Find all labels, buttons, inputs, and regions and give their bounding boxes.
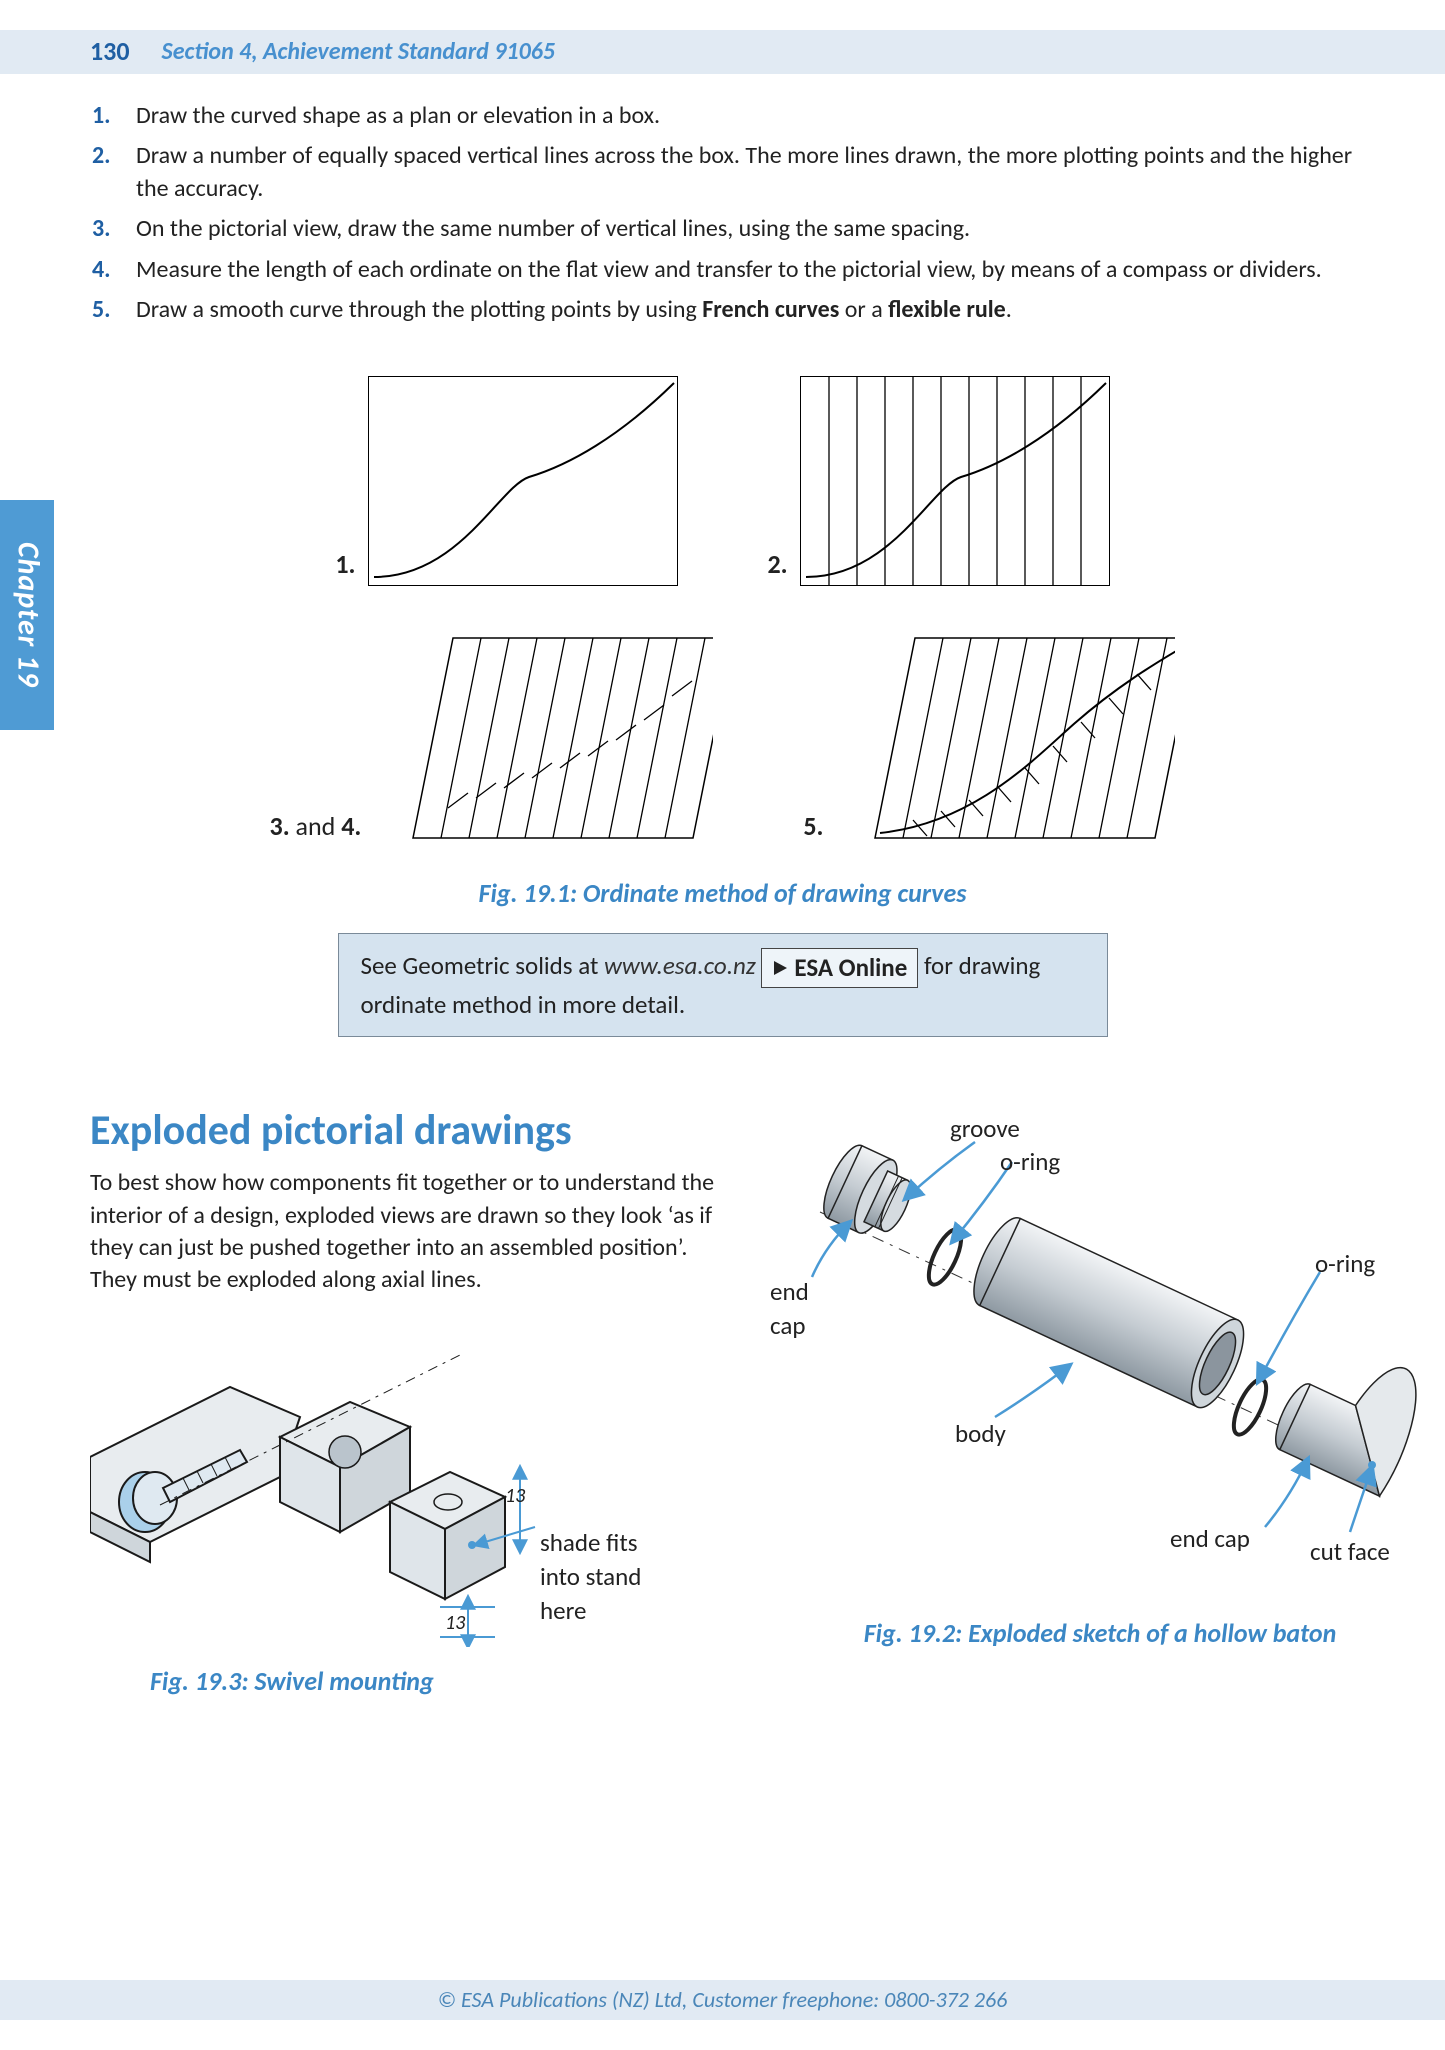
step-text: Draw a number of equally spaced vertical… xyxy=(136,141,1352,202)
infobox-text: See Geometric solids at xyxy=(361,950,605,981)
instruction-list: 1. Draw the curved shape as a plan or ele… xyxy=(90,100,1355,326)
list-item: 2.Draw a number of equally spaced vertic… xyxy=(128,140,1355,205)
list-item: 4.Measure the length of each ordinate on… xyxy=(128,254,1355,286)
subfigure-label: 5. xyxy=(803,809,823,844)
subfigure-label: 2. xyxy=(768,547,788,582)
baton-exploded-diagram xyxy=(750,1107,1445,1567)
annotation-cutface: cut face xyxy=(1310,1535,1390,1569)
annotation-oring2: o-ring xyxy=(1315,1247,1375,1281)
annotation-endcap: end cap xyxy=(770,1275,809,1343)
list-item: 3.On the pictorial view, draw the same n… xyxy=(128,213,1355,245)
annotation-endcap2: end cap xyxy=(1170,1522,1250,1556)
list-item: 5. Draw a smooth curve through the plott… xyxy=(128,294,1355,326)
subfigure-label: 1. xyxy=(335,547,355,582)
figure-caption: Fig. 19.2: Exploded sketch of a hollow b… xyxy=(750,1616,1445,1651)
play-icon xyxy=(772,960,788,976)
annotation-oring: o-ring xyxy=(1000,1145,1060,1179)
section-heading: Exploded pictorial drawings xyxy=(90,1107,730,1155)
esa-button-label: ESA Online xyxy=(794,951,907,985)
annotation-body: body xyxy=(955,1417,1006,1451)
dim-label: 13 xyxy=(505,1484,526,1508)
subfigure-label: 3. and 4. xyxy=(270,809,362,844)
step-number: 3. xyxy=(92,213,111,245)
list-item: 1.Draw the curved shape as a plan or ele… xyxy=(128,100,1355,132)
curve-verticals-diagram xyxy=(800,376,1110,586)
skewed-grid-diagram xyxy=(373,628,713,848)
step-text: On the pictorial view, draw the same num… xyxy=(136,214,970,243)
chapter-tab: Chapter 19 xyxy=(0,500,54,730)
step-text: Draw a smooth curve through the plotting… xyxy=(136,295,1012,324)
info-box: See Geometric solids at www.esa.co.nz ES… xyxy=(338,933,1108,1037)
infobox-url: www.esa.co.nz xyxy=(604,950,756,981)
curve-box-diagram xyxy=(368,376,678,586)
skewed-curve-diagram xyxy=(835,628,1175,848)
annotation-text: shade fits into stand here xyxy=(540,1526,641,1627)
page-footer: © ESA Publications (NZ) Ltd, Customer fr… xyxy=(0,1980,1445,2020)
esa-online-button[interactable]: ESA Online xyxy=(761,948,918,988)
figure-row: 1. 2. xyxy=(90,376,1355,586)
swivel-figure: 13 13 shade fits into stand here Fig. 19… xyxy=(90,1327,730,1699)
subfigure-3-4: 3. and 4. xyxy=(270,628,714,848)
figure-row: 3. and 4. 5. xyxy=(90,628,1355,848)
step-number: 5. xyxy=(92,294,111,326)
step-text: Measure the length of each ordinate on t… xyxy=(136,255,1322,284)
step-text: Draw the curved shape as a plan or eleva… xyxy=(136,101,660,130)
annotation-groove: groove xyxy=(950,1112,1020,1146)
step-number: 4. xyxy=(92,254,111,286)
exploded-section: Exploded pictorial drawings To best show… xyxy=(90,1107,1355,1699)
dim-label: 13 xyxy=(445,1611,466,1635)
figure-caption: Fig. 19.1: Ordinate method of drawing cu… xyxy=(90,876,1355,911)
subfigure-5: 5. xyxy=(803,628,1175,848)
page: 130 Section 4, Achievement Standard 9106… xyxy=(0,0,1445,2050)
step-number: 2. xyxy=(92,140,111,172)
step-number: 1. xyxy=(92,100,111,132)
figure-caption: Fig. 19.3: Swivel mounting xyxy=(90,1664,730,1699)
body-text: To best show how components fit together… xyxy=(90,1167,730,1297)
subfigure-2: 2. xyxy=(768,376,1110,586)
subfigure-1: 1. xyxy=(335,376,677,586)
